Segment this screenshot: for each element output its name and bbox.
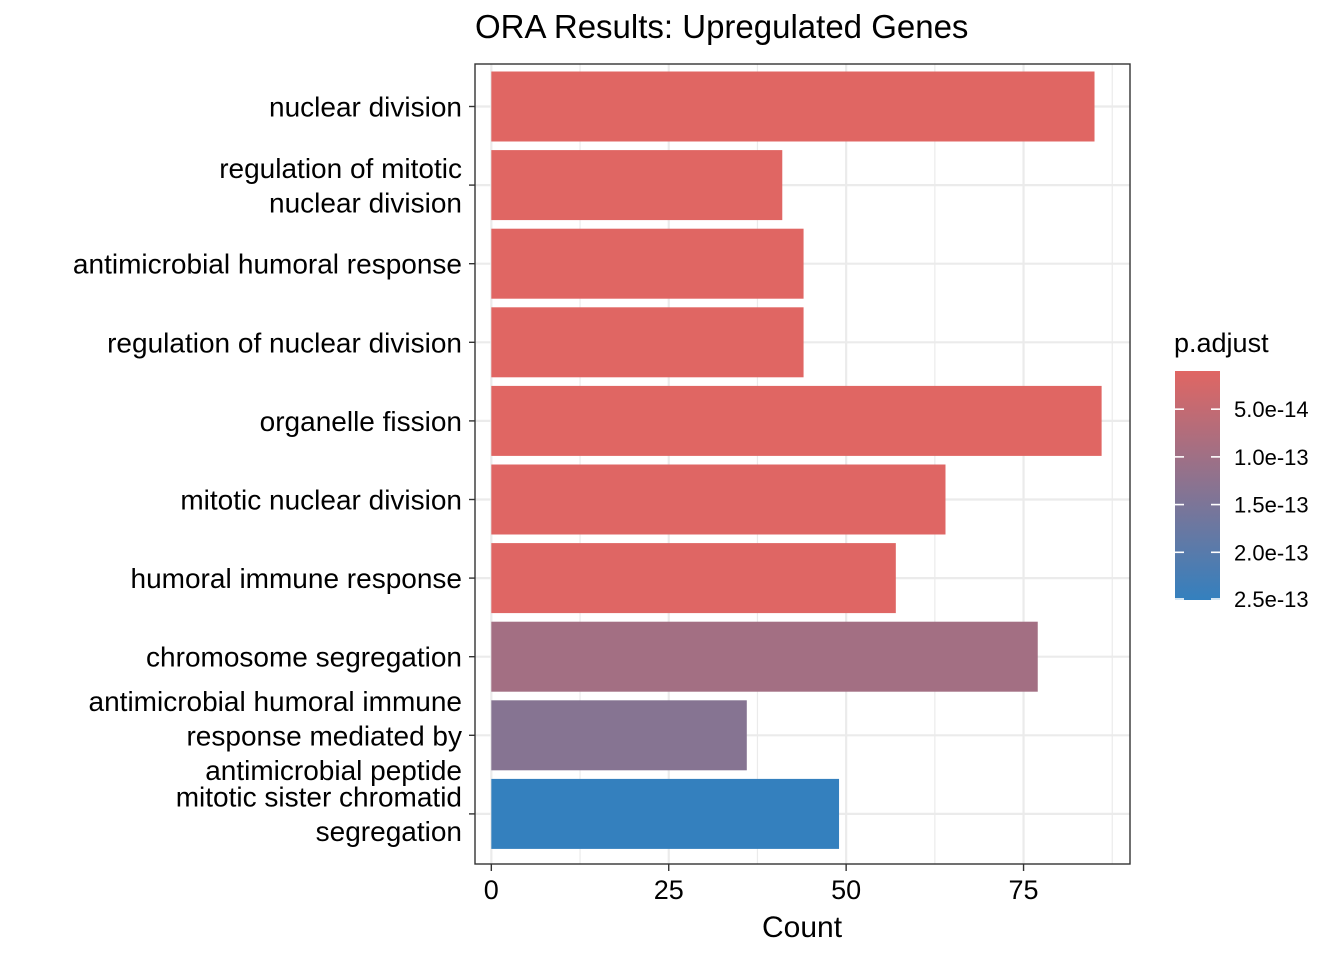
x-tick-label: 75 (1009, 875, 1039, 905)
legend-label: 1.5e-13 (1234, 493, 1309, 518)
legend-label: 2.5e-13 (1234, 587, 1309, 612)
bar-7 (491, 543, 896, 614)
bar-4 (491, 307, 804, 378)
legend-colorbar (1175, 371, 1220, 600)
panel-border (474, 63, 1131, 865)
bar-6 (491, 464, 946, 535)
plot-panel: nuclear division regulation of mitotic nuc… (73, 63, 1131, 905)
y-tick-label: antimicrobial humoral immune response med… (89, 686, 462, 786)
y-tick-label: regulation of mitotic nuclear division (219, 153, 462, 219)
bar-1 (491, 71, 1095, 142)
legend-label: 1.0e-13 (1234, 445, 1309, 470)
y-tick-label: antimicrobial humoral response (73, 249, 462, 280)
x-tick-label: 25 (654, 875, 684, 905)
bar-3 (491, 228, 804, 299)
y-tick-label: mitotic sister chromatid segregation (176, 782, 462, 848)
bar-9 (491, 700, 747, 771)
x-axis-title: Count (762, 911, 843, 944)
chart-title: ORA Results: Upregulated Genes (475, 8, 968, 45)
bar-10 (491, 778, 840, 849)
y-tick-label: chromosome segregation (146, 642, 462, 673)
y-tick-label: regulation of nuclear division (107, 327, 462, 358)
y-tick-label: mitotic nuclear division (180, 485, 462, 516)
bar-2 (491, 150, 783, 221)
legend-label: 5.0e-14 (1234, 397, 1309, 422)
legend-title: p.adjust (1174, 328, 1269, 358)
color-legend: 5.0e-14 1.0e-13 1.5e-13 2.0e-13 2.5e-13 (1175, 371, 1309, 612)
x-tick-label: 50 (831, 875, 861, 905)
bar-5 (491, 385, 1102, 456)
x-tick-label: 0 (484, 875, 499, 905)
legend-label: 2.0e-13 (1234, 540, 1309, 565)
y-tick-label: humoral immune response (131, 563, 463, 594)
bar-8 (491, 621, 1038, 692)
y-tick-label: nuclear division (269, 92, 462, 123)
y-tick-label: organelle fission (260, 406, 462, 437)
